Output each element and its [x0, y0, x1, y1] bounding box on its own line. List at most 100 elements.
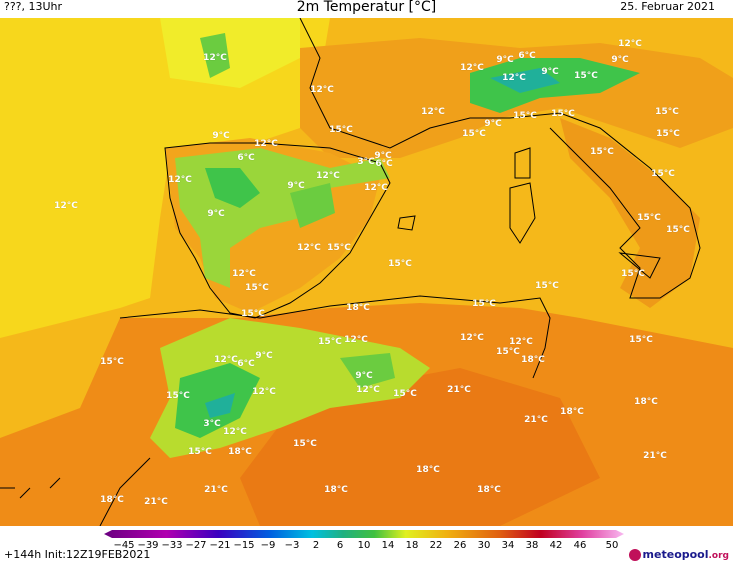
- temp-label: 15°C: [655, 107, 679, 117]
- temp-label: 9°C: [255, 351, 273, 361]
- temp-label: 12°C: [232, 269, 256, 279]
- temp-label: 21°C: [447, 385, 471, 395]
- temp-label: 21°C: [643, 451, 667, 461]
- scale-tick: 2: [312, 540, 320, 551]
- forecast-time-label: ???, 13Uhr: [4, 0, 63, 13]
- temp-label: 15°C: [329, 125, 353, 135]
- temp-label: 15°C: [327, 243, 351, 253]
- temp-label: 15°C: [551, 109, 575, 119]
- scale-tick: 18: [405, 540, 419, 551]
- temp-label: 6°C: [237, 359, 255, 369]
- temp-label: 12°C: [203, 53, 227, 63]
- temp-label: 12°C: [214, 355, 238, 365]
- map-graphic: [0, 18, 733, 526]
- scale-tick: −33: [161, 540, 183, 551]
- footer-bar: −45 −39 −33 −27 −21 −15 −9 −3 2 6 10 14 …: [0, 526, 733, 566]
- temp-label: 15°C: [393, 389, 417, 399]
- scale-tick: 10: [357, 540, 371, 551]
- temp-label: 18°C: [560, 407, 584, 417]
- scale-tick: 38: [525, 540, 539, 551]
- temp-label: 15°C: [629, 335, 653, 345]
- color-scale: [104, 530, 624, 538]
- temp-label: 9°C: [484, 119, 502, 129]
- temp-label: 15°C: [318, 337, 342, 347]
- temp-label: 9°C: [374, 151, 392, 161]
- temp-label: 18°C: [521, 355, 545, 365]
- temp-label: 15°C: [293, 439, 317, 449]
- temp-label: 6°C: [518, 51, 536, 61]
- temp-label: 12°C: [54, 201, 78, 211]
- temp-label: 3°C: [203, 419, 221, 429]
- temp-label: 12°C: [502, 73, 526, 83]
- map-title: 2m Temperatur [°C]: [296, 0, 437, 15]
- temp-label: 15°C: [245, 283, 269, 293]
- logo-tld: .org: [708, 551, 729, 561]
- temp-label: 12°C: [316, 171, 340, 181]
- logo-icon: [628, 549, 641, 561]
- scale-ticks: −45 −39 −33 −27 −21 −15 −9 −3 2 6 10 14 …: [104, 540, 624, 552]
- scale-tick: −39: [137, 540, 159, 551]
- temp-label: 9°C: [355, 371, 373, 381]
- temp-label: 3°C: [357, 157, 375, 167]
- temp-label: 15°C: [388, 259, 412, 269]
- temp-label: 15°C: [651, 169, 675, 179]
- forecast-date: 25. Februar 2021: [620, 0, 715, 13]
- temp-label: 18°C: [634, 397, 658, 407]
- scale-tick: −45: [113, 540, 135, 551]
- temp-label: 12°C: [252, 387, 276, 397]
- logo-text: meteopool: [642, 548, 709, 561]
- temp-label: 15°C: [590, 147, 614, 157]
- temp-label: 6°C: [237, 153, 255, 163]
- temp-label: 15°C: [574, 71, 598, 81]
- temp-label: 12°C: [509, 337, 533, 347]
- temp-label: 18°C: [477, 485, 501, 495]
- temp-label: 15°C: [666, 225, 690, 235]
- temp-label: 12°C: [297, 243, 321, 253]
- scale-tick: 26: [453, 540, 467, 551]
- temp-label: 18°C: [228, 447, 252, 457]
- scale-tick: 22: [429, 540, 443, 551]
- temp-label: 12°C: [254, 139, 278, 149]
- temp-label: 12°C: [618, 39, 642, 49]
- temp-label: 15°C: [462, 129, 486, 139]
- temp-label: 9°C: [207, 209, 225, 219]
- scale-tick: 50: [605, 540, 619, 551]
- scale-tick: −9: [260, 540, 276, 551]
- meteopool-logo[interactable]: meteopool.org: [628, 548, 729, 561]
- temp-label: 15°C: [241, 309, 265, 319]
- temperature-map: 12°C 12°C 12°C 12°C 9°C 6°C 12°C 9°C 15°…: [0, 18, 733, 526]
- temp-label: 21°C: [144, 497, 168, 507]
- scale-tick: −15: [233, 540, 255, 551]
- temp-label: 21°C: [204, 485, 228, 495]
- scale-tick: 42: [549, 540, 563, 551]
- scale-tick: −21: [209, 540, 231, 551]
- scale-tick: −27: [185, 540, 207, 551]
- temp-label: 12°C: [460, 63, 484, 73]
- temp-label: 15°C: [637, 213, 661, 223]
- temp-label: 15°C: [513, 111, 537, 121]
- temp-label: 15°C: [472, 299, 496, 309]
- temp-label: 12°C: [356, 385, 380, 395]
- temp-label: 9°C: [541, 67, 559, 77]
- scale-tick: 14: [381, 540, 395, 551]
- scale-tick: 46: [573, 540, 587, 551]
- temp-label: 12°C: [344, 335, 368, 345]
- temp-label: 9°C: [496, 55, 514, 65]
- temp-label: 18°C: [324, 485, 348, 495]
- temp-label: 9°C: [212, 131, 230, 141]
- temp-label: 18°C: [100, 495, 124, 505]
- scale-tick: −3: [284, 540, 300, 551]
- temp-label: 12°C: [421, 107, 445, 117]
- temp-label: 15°C: [496, 347, 520, 357]
- temp-label: 21°C: [524, 415, 548, 425]
- temp-label: 12°C: [168, 175, 192, 185]
- scale-tick: 6: [336, 540, 344, 551]
- temp-label: 18°C: [416, 465, 440, 475]
- scale-tick: 34: [501, 540, 515, 551]
- temp-label: 15°C: [100, 357, 124, 367]
- temp-label: 15°C: [535, 281, 559, 291]
- temp-label: 15°C: [188, 447, 212, 457]
- temp-label: 12°C: [223, 427, 247, 437]
- temp-label: 18°C: [346, 303, 370, 313]
- temp-label: 15°C: [166, 391, 190, 401]
